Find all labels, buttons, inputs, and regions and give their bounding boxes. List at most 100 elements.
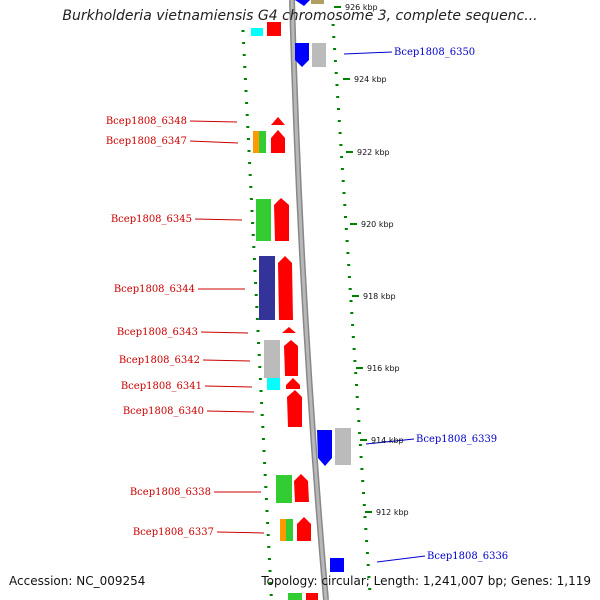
gene-labels: Bcep1808_6348 Bcep1808_6347 Bcep1808_6345 B… [106, 47, 508, 562]
kbp-label: 918 kbp [363, 292, 396, 301]
gene-arrow-red[interactable] [274, 198, 289, 241]
gene-arrow-red[interactable] [278, 256, 293, 320]
tick-mark [348, 288, 352, 290]
gene-label-bcep1808_6348[interactable]: Bcep1808_6348 [106, 116, 187, 127]
tick-mark [347, 276, 351, 278]
tick-mark [345, 240, 349, 242]
gene-feature-grey[interactable] [312, 43, 326, 67]
gene-feature-orange[interactable] [253, 131, 259, 153]
gene-arrow-red[interactable] [297, 517, 311, 541]
gene-feature-cyan[interactable] [251, 28, 263, 36]
leader-line [376, 555, 426, 563]
tick-mark [252, 258, 256, 260]
tick-mark [338, 132, 342, 134]
gene-label-bcep1808_6350[interactable]: Bcep1808_6350 [394, 47, 475, 58]
gene-feature-red[interactable] [267, 22, 281, 36]
tick-mark [243, 78, 247, 80]
tick-mark [340, 156, 344, 158]
gene-label-bcep1808_6343[interactable]: Bcep1808_6343 [117, 327, 198, 338]
tick-mark [266, 534, 270, 536]
gene-label-bcep1808_6337[interactable]: Bcep1808_6337 [133, 527, 214, 538]
kbp-label: 916 kbp [367, 364, 400, 373]
kbp-label: 920 kbp [361, 220, 394, 229]
gene-feature-green[interactable] [288, 593, 302, 600]
tick-mark [341, 180, 345, 182]
gene-label-bcep1808_6345[interactable]: Bcep1808_6345 [111, 214, 192, 225]
gene-arrow-blue[interactable] [295, 0, 310, 6]
gene-feature-grey[interactable] [264, 340, 280, 378]
tick-mark [331, 24, 335, 26]
tick-mark [245, 102, 249, 104]
map-title: Burkholderia vietnamiensis G4 chromosome… [62, 8, 538, 24]
tick-mark [246, 126, 250, 128]
gene-label-bcep1808_6336[interactable]: Bcep1808_6336 [427, 551, 508, 562]
tick-mark [246, 138, 250, 140]
tick-mark [368, 588, 372, 590]
gene-arrow-red[interactable] [271, 130, 285, 153]
tick-mark [361, 480, 365, 482]
gene-feature-blue[interactable] [330, 558, 344, 572]
gene-arrow-red[interactable] [284, 340, 298, 376]
gene-label-bcep1808_6339[interactable]: Bcep1808_6339 [416, 434, 497, 445]
gene-feature-green[interactable] [276, 475, 292, 503]
tick-mark [332, 36, 336, 38]
leader-line [206, 410, 255, 413]
kbp-tick [350, 223, 357, 225]
leader-line [202, 359, 251, 362]
gene-label-bcep1808_6342[interactable]: Bcep1808_6342 [119, 355, 200, 366]
tick-mark [360, 468, 364, 470]
gene-arrow-red[interactable] [282, 327, 296, 333]
tick-mark [356, 408, 360, 410]
gene-arrow-blue[interactable] [295, 43, 309, 67]
leader-lines [189, 51, 426, 563]
tick-mark [346, 252, 350, 254]
gene-arrow-blue[interactable] [317, 430, 332, 466]
tick-mark [254, 282, 258, 284]
gene-arrow-red[interactable] [294, 474, 309, 502]
gene-arrow-red[interactable] [271, 117, 285, 125]
tick-mark [359, 456, 363, 458]
kbp-label: 922 kbp [357, 148, 390, 157]
gene-label-bcep1808_6340[interactable]: Bcep1808_6340 [123, 406, 204, 417]
gene-label-bcep1808_6347[interactable]: Bcep1808_6347 [106, 136, 187, 147]
tick-mark [262, 450, 266, 452]
tick-mark [349, 300, 353, 302]
tick-mark [258, 366, 262, 368]
gene-feature-orange[interactable] [280, 519, 286, 541]
gene-feature-navy[interactable] [259, 256, 275, 320]
kbp-tick [346, 151, 353, 153]
gene-arrow-red[interactable] [286, 378, 300, 389]
tick-mark [251, 222, 255, 224]
gene-feature-green[interactable] [256, 199, 271, 241]
gene-label-bcep1808_6341[interactable]: Bcep1808_6341 [121, 381, 202, 392]
tick-mark [257, 342, 261, 344]
tick-mark [242, 42, 246, 44]
tick-mark [358, 432, 362, 434]
tick-mark [363, 516, 367, 518]
gene-feature-red[interactable] [306, 593, 318, 600]
tick-mark [267, 546, 271, 548]
tick-mark [362, 504, 366, 506]
gene-arrow-red[interactable] [287, 390, 302, 427]
tick-mark [259, 390, 263, 392]
tick-mark [269, 594, 273, 596]
tick-mark [268, 570, 272, 572]
gene-feature-green[interactable] [286, 519, 293, 541]
tick-mark [256, 330, 260, 332]
tick-mark [337, 120, 341, 122]
gene-feature-olive[interactable] [311, 0, 324, 4]
gene-label-bcep1808_6344[interactable]: Bcep1808_6344 [114, 284, 195, 295]
gene-feature-grey[interactable] [335, 428, 351, 465]
gene-label-bcep1808_6338[interactable]: Bcep1808_6338 [130, 487, 211, 498]
leader-line [200, 331, 249, 334]
tick-mark [247, 150, 251, 152]
tick-mark [241, 30, 245, 32]
gene-feature-green[interactable] [259, 131, 266, 153]
gene-feature-cyan[interactable] [267, 378, 280, 390]
tick-mark [351, 324, 355, 326]
leader-line [204, 385, 253, 388]
tick-mark [263, 462, 267, 464]
leader-line [216, 531, 265, 534]
tick-mark [347, 264, 351, 266]
